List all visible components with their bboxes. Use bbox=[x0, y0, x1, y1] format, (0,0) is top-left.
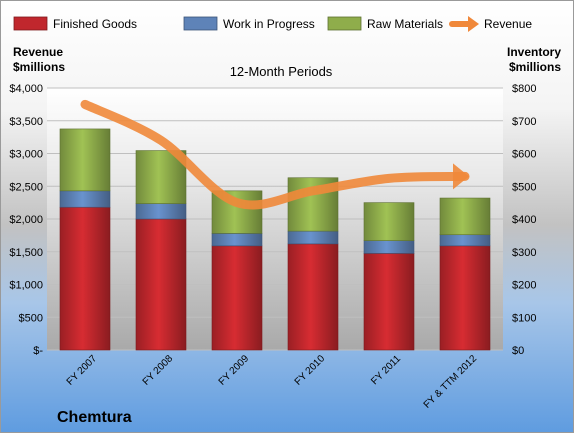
bar-raw-materials bbox=[363, 202, 415, 241]
category-label: FY 2008 bbox=[141, 353, 176, 388]
legend-swatch bbox=[183, 16, 218, 31]
company-name: Chemtura bbox=[57, 409, 132, 426]
left-tick-label: $500 bbox=[19, 312, 43, 324]
category-label: FY 2007 bbox=[65, 353, 100, 388]
left-axis-label-line1: Revenue bbox=[13, 45, 63, 59]
bars bbox=[59, 128, 491, 351]
left-tick-label: $3,500 bbox=[9, 116, 43, 128]
bar-finished-goods bbox=[439, 245, 491, 351]
bar-finished-goods bbox=[59, 206, 111, 351]
left-tick-label: $- bbox=[33, 345, 43, 357]
revenue-arrowhead bbox=[453, 163, 469, 190]
bar-finished-goods bbox=[211, 245, 263, 351]
left-tick-label: $4,000 bbox=[9, 83, 43, 95]
category-label: FY & TTM 2012 bbox=[422, 353, 480, 411]
right-tick-label: $600 bbox=[512, 149, 536, 161]
left-tick-label: $1,000 bbox=[9, 280, 43, 292]
legend-swatch bbox=[13, 16, 48, 31]
right-tick-label: $0 bbox=[512, 345, 524, 357]
bar-raw-materials bbox=[439, 197, 491, 236]
category-label: FY 2009 bbox=[217, 353, 252, 388]
revenue-line-path bbox=[80, 99, 470, 210]
bar-finished-goods bbox=[135, 218, 187, 351]
right-tick-label: $200 bbox=[512, 280, 536, 292]
legend-label: Work in Progress bbox=[223, 17, 315, 31]
legend-item: Revenue bbox=[449, 16, 532, 32]
bar-work-in-progress bbox=[287, 230, 339, 245]
legend: Finished Goods Work in Progress Raw Materi… bbox=[13, 16, 532, 32]
right-axis-label-line1: Inventory bbox=[507, 45, 561, 59]
chart-title: 12-Month Periods bbox=[230, 64, 333, 79]
left-axis-label-line2: $millions bbox=[13, 60, 65, 74]
right-tick-label: $800 bbox=[512, 83, 536, 95]
legend-label: Raw Materials bbox=[367, 17, 443, 31]
legend-item: Raw Materials bbox=[327, 16, 443, 31]
left-tick-label: $1,500 bbox=[9, 247, 43, 259]
right-tick-label: $700 bbox=[512, 116, 536, 128]
bar-finished-goods bbox=[363, 253, 415, 351]
right-tick-label: $100 bbox=[512, 312, 536, 324]
bar-work-in-progress bbox=[439, 234, 491, 247]
bar-finished-goods bbox=[287, 243, 339, 351]
legend-item: Finished Goods bbox=[13, 16, 137, 31]
right-tick-label: $300 bbox=[512, 247, 536, 259]
bar-work-in-progress bbox=[211, 233, 263, 247]
legend-label: Finished Goods bbox=[53, 17, 137, 31]
category-label: FY 2010 bbox=[293, 353, 328, 388]
left-tick-label: $3,000 bbox=[9, 149, 43, 161]
left-tick-label: $2,000 bbox=[9, 214, 43, 226]
bar-work-in-progress bbox=[363, 240, 415, 254]
right-tick-label: $500 bbox=[512, 181, 536, 193]
legend-label: Revenue bbox=[484, 17, 532, 31]
legend-arrowhead bbox=[468, 16, 479, 32]
bar-work-in-progress bbox=[59, 190, 111, 208]
legend-swatch bbox=[327, 16, 362, 31]
bar-work-in-progress bbox=[135, 203, 187, 220]
bar-raw-materials bbox=[59, 128, 111, 192]
right-axis-label-line2: $millions bbox=[509, 60, 561, 74]
revenue-line bbox=[80, 99, 470, 210]
category-label: FY 2011 bbox=[369, 353, 403, 387]
right-tick-label: $400 bbox=[512, 214, 536, 226]
legend-item: Work in Progress bbox=[183, 16, 315, 31]
left-tick-label: $2,500 bbox=[9, 181, 43, 193]
